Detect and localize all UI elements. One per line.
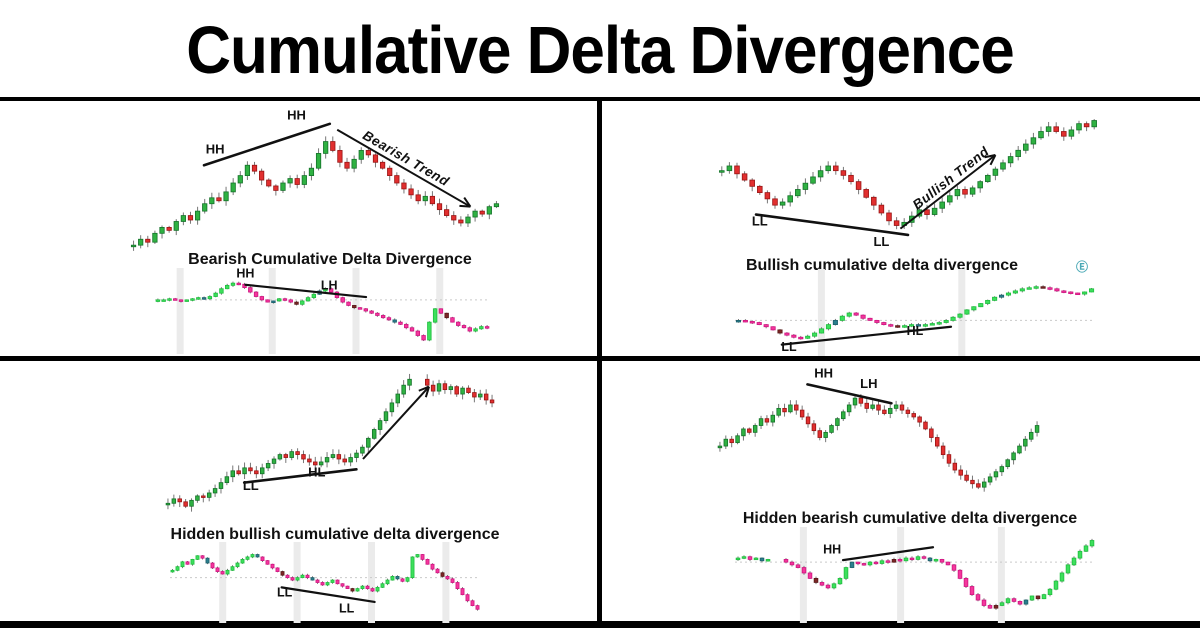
svg-text:HH: HH <box>206 141 225 156</box>
caption-hidden-bearish-divergence: Hidden bearish cumulative delta divergen… <box>742 510 1078 527</box>
quadrant-hidden-bullish-divergence: LL HL Hidden bullish cumulative delta div… <box>0 361 597 623</box>
svg-text:LL: LL <box>339 601 355 615</box>
hidden-bullish-price-candlestick-chart: LL HL <box>165 373 495 512</box>
bullish-cumulative-delta-chart: LL HL <box>735 269 1095 356</box>
svg-text:LL: LL <box>243 478 259 493</box>
hidden-bearish-cumulative-delta-chart: HH <box>735 527 1095 623</box>
chart-watermark-icon: Ⓔ <box>1076 260 1089 274</box>
svg-text:HH: HH <box>236 267 254 281</box>
quadrant-bearish-divergence: Bearish Trend HH HH Bearish Cumulative Del… <box>0 101 597 356</box>
caption-hidden-bullish-divergence: Hidden bullish cumulative delta divergen… <box>170 526 500 543</box>
svg-text:LL: LL <box>781 340 797 354</box>
svg-text:LH: LH <box>321 278 338 292</box>
svg-text:HL: HL <box>308 465 325 480</box>
svg-text:LL: LL <box>277 585 293 599</box>
caption-bullish-divergence: Bullish cumulative delta divergence <box>745 257 1019 274</box>
divider-vertical <box>597 97 602 628</box>
quadrant-bullish-divergence: Bullish Trend LL LL Bullish cumulative del… <box>602 101 1200 356</box>
hidden-bullish-cumulative-delta-chart: LL LL <box>170 542 480 623</box>
svg-text:LL: LL <box>873 234 889 249</box>
svg-text:HH: HH <box>814 366 833 381</box>
caption-bearish-divergence: Bearish Cumulative Delta Divergence <box>188 251 472 268</box>
page-title: Cumulative Delta Divergence <box>186 13 1015 89</box>
svg-text:LL: LL <box>752 214 768 229</box>
svg-text:HH: HH <box>287 107 306 122</box>
hidden-bearish-price-candlestick-chart: HH LH <box>717 366 1040 492</box>
quadrant-hidden-bearish-divergence: HH LH Hidden bearish cumulative delta div… <box>602 361 1200 623</box>
svg-text:LH: LH <box>860 376 877 391</box>
svg-text:HH: HH <box>823 542 841 556</box>
svg-text:HL: HL <box>907 324 924 338</box>
bearish-cumulative-delta-chart: HH LH <box>155 267 490 354</box>
